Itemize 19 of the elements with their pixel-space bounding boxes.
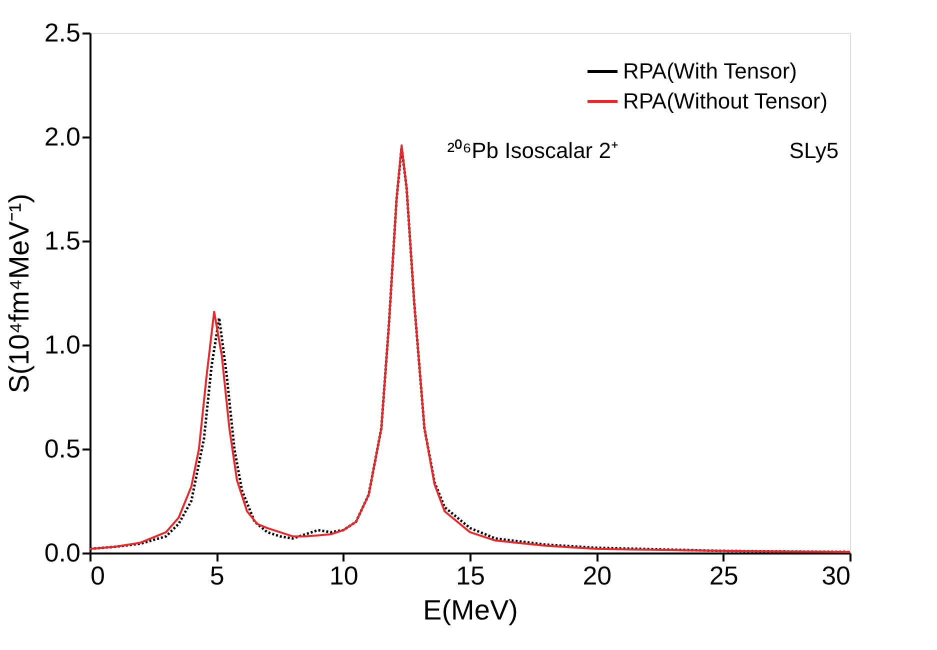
legend-label: RPA(Without Tensor) xyxy=(623,88,828,114)
y-tick-label: 1.0 xyxy=(44,330,80,360)
x-tick-label: 25 xyxy=(709,560,738,590)
y-axis-title: S(10⁴fm⁴MeV⁻¹) xyxy=(3,194,34,394)
y-tick-label: 2.5 xyxy=(44,18,80,48)
y-tick-label: 0.0 xyxy=(44,538,80,568)
y-tick-label: 1.5 xyxy=(44,226,80,256)
y-tick-label: 0.5 xyxy=(44,434,80,464)
legend-label: RPA(With Tensor) xyxy=(623,58,798,84)
y-tick-label: 2.0 xyxy=(44,122,80,152)
annotation: SLy5 xyxy=(789,138,839,163)
annotation: ²⁰⁶Pb Isoscalar 2⁺ xyxy=(447,138,618,163)
x-tick-label: 20 xyxy=(582,560,612,590)
x-tick-label: 30 xyxy=(822,560,850,590)
x-axis-title: E(MeV) xyxy=(423,594,518,626)
x-tick-label: 15 xyxy=(456,560,485,590)
x-tick-label: 10 xyxy=(329,560,358,590)
x-tick-label: 5 xyxy=(210,560,224,590)
x-tick-label: 0 xyxy=(90,560,105,590)
